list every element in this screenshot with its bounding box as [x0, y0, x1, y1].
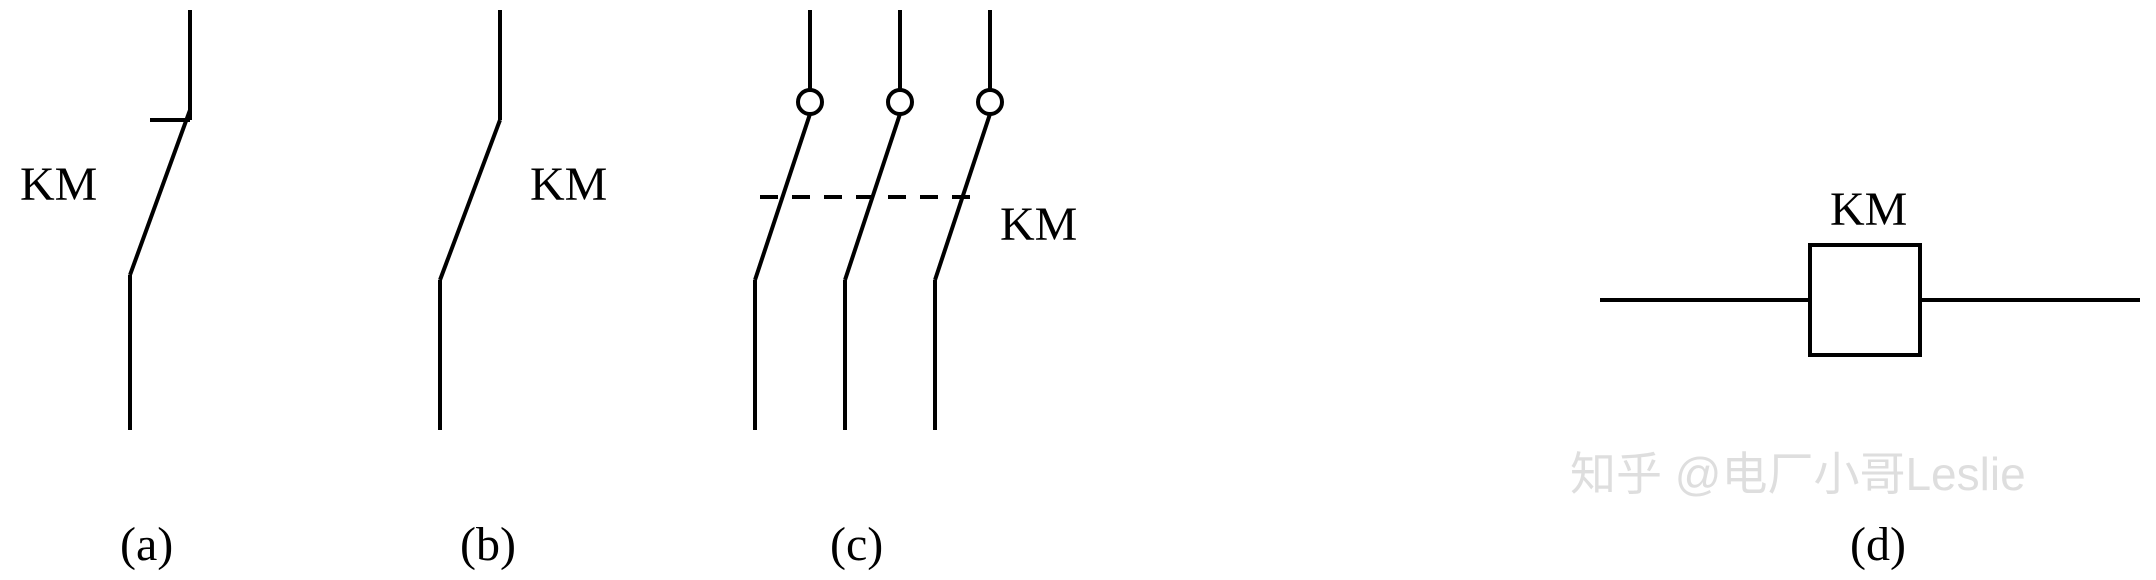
caption-b: (b) [460, 518, 516, 571]
label-km-a: KM [20, 158, 97, 211]
watermark: 知乎 @电厂小哥Leslie [1570, 448, 2026, 500]
label-km-d: KM [1830, 183, 1907, 236]
label-km-b: KM [530, 158, 607, 211]
diagram-c: KM (c) [755, 10, 1077, 571]
label-km-c: KM [1000, 198, 1077, 251]
caption-d: (d) [1850, 518, 1906, 571]
caption-c: (c) [830, 518, 883, 571]
caption-a: (a) [120, 518, 173, 571]
diagram-d: KM (d) [1600, 183, 2140, 571]
diagram-a: KM (a) [20, 10, 190, 571]
diagram-b: KM (b) [440, 10, 607, 571]
